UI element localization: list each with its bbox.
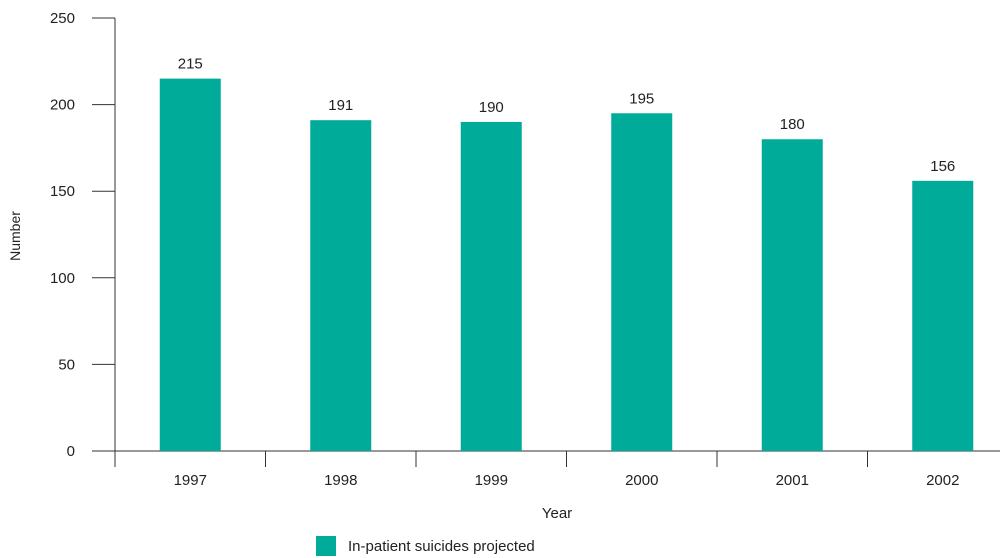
- y-tick-label: 50: [58, 356, 75, 373]
- y-axis-title: Number: [7, 211, 23, 261]
- bar-value-label: 191: [328, 97, 353, 114]
- x-tick-label: 2002: [926, 472, 959, 489]
- y-tick-label: 150: [50, 183, 75, 200]
- legend-swatch: [316, 536, 336, 556]
- x-tick-label: 2000: [625, 472, 658, 489]
- y-ticks: 0 50 100 150 200 250: [50, 10, 115, 460]
- bar-value-label: 190: [479, 99, 504, 116]
- x-tick-label: 1998: [324, 472, 357, 489]
- bar-2002: [912, 180, 974, 452]
- y-tick-label: 250: [50, 10, 75, 27]
- bar-1998: [310, 120, 372, 452]
- bar-1999: [460, 121, 522, 452]
- x-tick-label: 1999: [475, 472, 508, 489]
- y-tick-label: 0: [67, 443, 75, 460]
- x-tick-label: 1997: [174, 472, 207, 489]
- bar-value-label: 180: [780, 116, 805, 133]
- x-ticks: 1997 1998 1999 2000 2001 2002: [114, 451, 959, 489]
- y-tick-label: 100: [50, 270, 75, 287]
- bar-2001: [761, 139, 823, 452]
- x-axis-title: Year: [542, 505, 572, 522]
- bar-value-label: 156: [930, 158, 955, 175]
- bar-2000: [611, 113, 673, 451]
- bar-chart: 0 50 100 150 200 250 1997 1998 1999 2000 2001 2002…: [7, 10, 1000, 522]
- legend-label: In-patient suicides projected: [348, 537, 535, 555]
- x-tick-label: 2001: [776, 472, 809, 489]
- bar-value-label: 215: [178, 56, 203, 73]
- bar-1997: [159, 78, 221, 452]
- legend: In-patient suicides projected: [316, 536, 535, 556]
- y-tick-label: 200: [50, 97, 75, 114]
- bar-labels: 215 191 190 195 180 156: [178, 56, 956, 175]
- bars: [159, 78, 974, 452]
- bar-value-label: 195: [629, 90, 654, 107]
